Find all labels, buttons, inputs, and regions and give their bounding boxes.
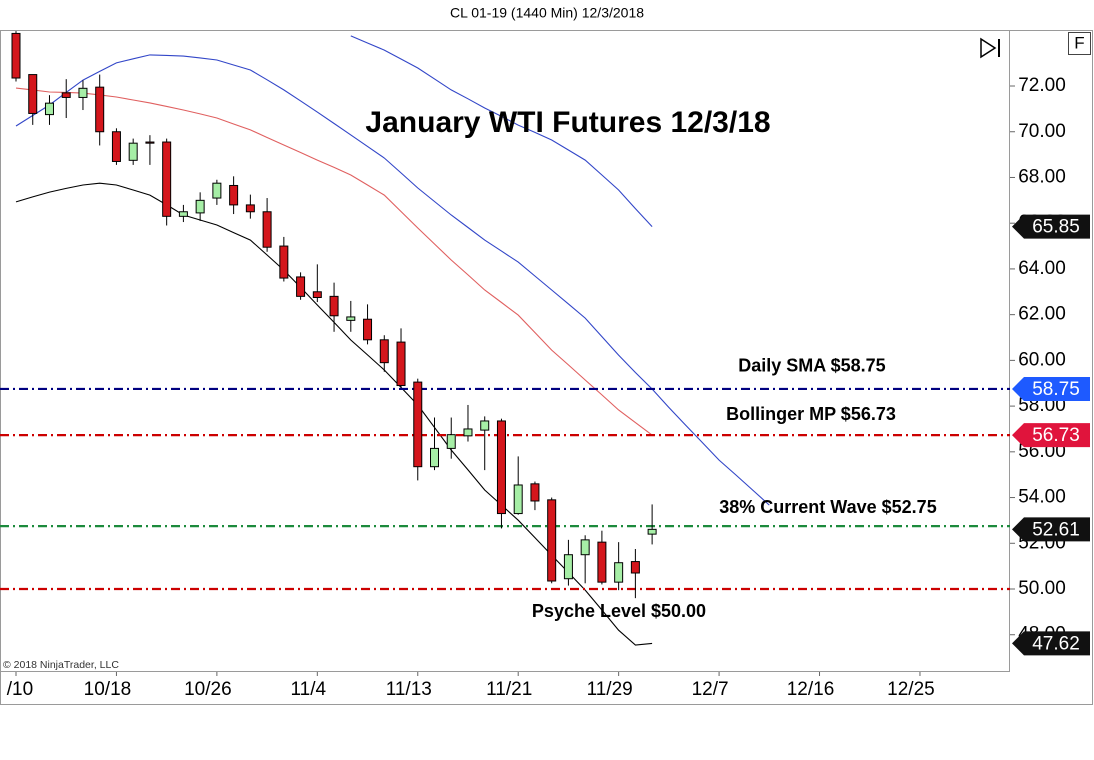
candle-body: [195, 199, 205, 214]
level-label: 38% Current Wave $52.75: [719, 497, 936, 517]
candle-body: [430, 447, 439, 468]
x-tick-label: 12/25: [887, 679, 935, 700]
x-tick-label: 10/26: [184, 679, 232, 700]
price-flag-label: 52.61: [1032, 519, 1080, 540]
f-button[interactable]: [1068, 32, 1091, 55]
price-flag-label: 56.73: [1032, 425, 1080, 446]
candle-body: [379, 339, 389, 364]
price-flag-label: 65.85: [1032, 217, 1080, 238]
candle-body: [413, 381, 423, 468]
candle-body: [28, 74, 38, 114]
candle-body: [346, 316, 356, 321]
level-label: Daily SMA $58.75: [738, 356, 885, 376]
x-tick-label: 12/7: [692, 679, 729, 700]
price-flag: [1012, 631, 1090, 656]
y-tick-label: 60.00: [1018, 349, 1066, 370]
x-tick-label: 10/18: [84, 679, 132, 700]
x-tick-label: 12/16: [787, 679, 835, 700]
plot-area: [0, 31, 1010, 646]
candle-body: [229, 184, 239, 206]
price-flag-label: 58.75: [1032, 379, 1080, 400]
candle-body: [329, 295, 339, 317]
candle-body: [580, 539, 590, 556]
candle-body: [296, 276, 306, 297]
candle-body: [363, 318, 373, 341]
candle-body: [212, 182, 222, 199]
play-button[interactable]: [980, 37, 1000, 59]
candle-body: [262, 211, 272, 248]
y-tick-label: 64.00: [1018, 258, 1066, 279]
candle-body: [446, 434, 456, 449]
x-tick-label: 11/13: [386, 679, 432, 700]
candle-body: [396, 341, 406, 387]
copyright: © 2018 NinjaTrader, LLC: [3, 659, 119, 671]
play-icon: [980, 37, 997, 59]
candle-body: [647, 528, 657, 535]
candle-body: [128, 142, 138, 161]
y-tick-label: 50.00: [1018, 578, 1066, 599]
y-tick-label: 68.00: [1018, 166, 1066, 187]
price-flag: [1012, 423, 1090, 448]
candle-body: [178, 211, 188, 217]
f-button-label[interactable]: F: [1074, 33, 1084, 52]
chart-title: CL 01-19 (1440 Min) 12/3/2018: [450, 5, 644, 21]
x-tick-label: /10: [7, 679, 33, 700]
candle-body: [245, 204, 255, 213]
y-tick-label: 72.00: [1018, 75, 1066, 96]
candle-body: [145, 141, 155, 144]
price-flag: [1012, 214, 1090, 239]
candle-body: [463, 428, 473, 437]
candle-body: [496, 420, 506, 515]
band-line: [15, 182, 653, 646]
x-tick-label: 11/4: [291, 679, 327, 700]
chart-annotation: January WTI Futures 12/3/18: [365, 106, 770, 139]
chart-frame: [0, 30, 1093, 705]
candle-body: [614, 562, 624, 583]
y-tick-label: 54.00: [1018, 487, 1066, 508]
x-tick-label: 11/21: [486, 679, 532, 700]
band-line: [15, 87, 653, 436]
band-line: [15, 54, 770, 506]
candle-body: [111, 131, 121, 162]
candle-body: [61, 92, 71, 98]
level-label: Bollinger MP $56.73: [726, 404, 896, 424]
candle-body: [530, 483, 540, 502]
band-line: [350, 35, 653, 227]
candle-body: [162, 141, 172, 217]
x-tick-label: 11/29: [587, 679, 633, 700]
candle-body: [312, 291, 322, 298]
y-tick-label: 62.00: [1018, 304, 1066, 325]
candle-body: [563, 554, 573, 580]
candle-body: [78, 87, 88, 98]
candle-body: [480, 420, 490, 431]
candle-body: [513, 484, 523, 515]
candle-body: [95, 86, 105, 133]
price-flag: [1012, 376, 1090, 401]
candle-body: [44, 102, 54, 116]
price-flag-label: 47.62: [1032, 633, 1080, 654]
candle-body: [597, 541, 607, 583]
candle-body: [279, 245, 289, 279]
y-tick-label: 70.00: [1018, 121, 1066, 142]
level-label: Psyche Level $50.00: [532, 601, 706, 621]
candle-body: [547, 499, 557, 582]
candle-body: [630, 561, 640, 574]
candle-body: [11, 32, 21, 79]
price-flag: [1012, 517, 1090, 542]
